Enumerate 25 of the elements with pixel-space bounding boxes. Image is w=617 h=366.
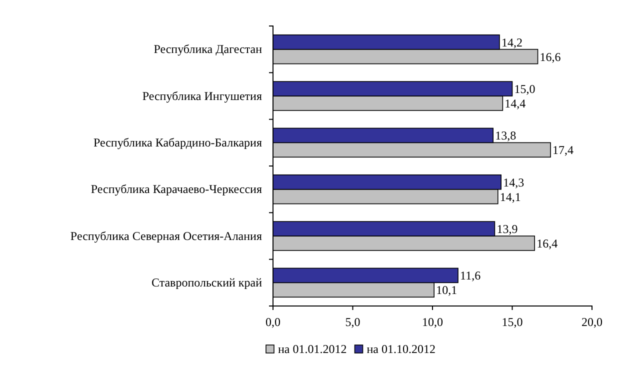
x-tick-label: 0,0 bbox=[266, 315, 280, 330]
data-label: 14,4 bbox=[504, 96, 526, 110]
y-tick-label: Ставропольский край bbox=[151, 276, 263, 290]
data-label: 15,0 bbox=[514, 82, 536, 96]
x-tick-label: 10,0 bbox=[422, 315, 443, 330]
y-tick-label: Республика Карачаево-Черкессия bbox=[90, 182, 262, 196]
y-tick-label: Республика Кабардино-Балкария bbox=[93, 136, 262, 150]
data-label: 10,1 bbox=[436, 283, 458, 298]
x-tick-label: 15,0 bbox=[502, 315, 523, 330]
y-tick-label: Республика Северная Осетия-Алания bbox=[70, 228, 262, 243]
y-tick-label: Республика Ингушетия bbox=[142, 88, 262, 103]
legend-label: на 01.10.2012 bbox=[366, 342, 436, 356]
data-label: 13,9 bbox=[496, 222, 518, 236]
data-label: 17,4 bbox=[552, 143, 574, 158]
x-tick-label: 20,0 bbox=[582, 315, 602, 330]
x-tick-label: 5,0 bbox=[345, 315, 360, 330]
data-label: 16,6 bbox=[540, 50, 561, 64]
data-label: 14,2 bbox=[501, 35, 522, 50]
y-tick-label: Республика Дагестан bbox=[154, 42, 263, 56]
data-label: 11,6 bbox=[460, 268, 481, 283]
data-label: 14,1 bbox=[500, 190, 521, 204]
data-label: 16,4 bbox=[536, 236, 558, 250]
data-label: 13,8 bbox=[495, 128, 516, 143]
legend-label: на 01.01.2012 bbox=[278, 342, 347, 356]
data-label: 14,3 bbox=[503, 175, 524, 190]
